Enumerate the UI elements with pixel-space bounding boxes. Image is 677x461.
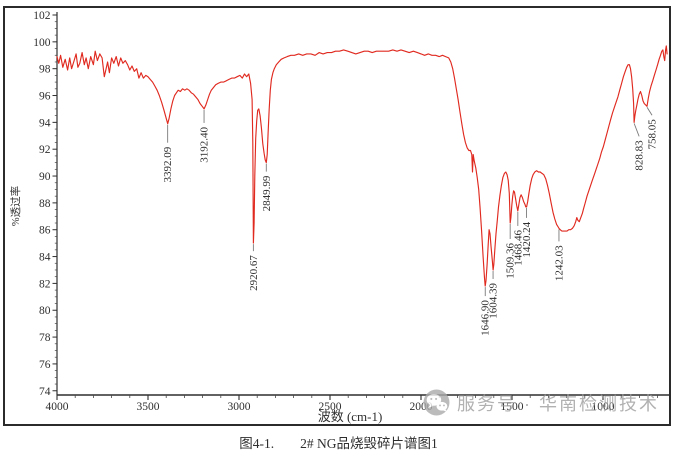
y-tick-label: 98 [39,64,51,76]
x-tick-label: 2500 [319,401,342,413]
figure-frame [3,6,671,426]
peak-label: 3392.09 [162,124,174,182]
figure-caption: 图4-1. 2# NG品烧毁碎片谱图1 [0,432,677,452]
peak-label: 828.83 [633,123,646,171]
y-tick-label: 88 [39,198,51,210]
y-tick-label: 100 [33,37,51,49]
peak-label: 758.05 [646,107,659,150]
y-tick-label: 82 [39,278,51,290]
peak-leader-line [646,107,653,116]
spectrum-curve-group [56,45,668,287]
x-tick-label: 1500 [501,401,524,413]
x-tick-label: 4000 [46,401,69,413]
y-tick-label: 78 [39,332,51,344]
peak-label-text: 758.05 [647,119,659,150]
y-tick-label: 80 [39,305,51,317]
y-tick-label: 76 [39,359,51,371]
y-tick-label: 92 [39,144,51,156]
peak-label-text: 1509.36 [505,243,517,279]
peak-leader-line [633,123,640,137]
peak-label-text: 1468.46 [512,229,524,265]
x-tick-label: 3500 [137,401,160,413]
peak-label-text: 1646.90 [480,300,492,336]
peak-label-text: 3392.09 [162,146,174,182]
y-tick-label: 102 [33,10,51,22]
peak-label-text: 3192.40 [199,126,211,162]
y-tick-label: 90 [39,171,51,183]
peak-label-text: 2849.99 [261,175,273,211]
peak-label: 1509.36 [505,224,517,279]
y-tick-label: 94 [39,117,51,129]
peak-label: 2920.67 [248,244,260,291]
peak-label-text: 828.83 [634,140,646,171]
peak-label-text: 2920.67 [248,255,260,291]
x-tick-label: 2000 [410,401,433,413]
spectrum-curve [56,45,668,287]
peak-label-text: 1604.39 [488,282,500,318]
x-tick-label: 1000 [592,401,615,413]
peak-label: 1646.90 [480,287,492,336]
peak-label: 1604.39 [488,270,500,319]
y-tick-label: 74 [39,386,51,398]
peak-labels-group: 3392.09 3192.40 2920.67 2849.99 1646.901604.… [162,107,659,336]
x-tick-label: 3000 [228,401,251,413]
figure-caption-label: 图4-1. [239,436,275,451]
x-axis-title: 波数 (cm-1) [318,409,383,424]
y-tick-label: 84 [39,252,51,264]
peak-label: 2849.99 [261,163,273,211]
y-tick-label: 96 [39,91,51,103]
y-axis-title: %透过率 [9,186,22,226]
peak-label: 3192.40 [199,109,211,163]
figure-caption-title: 2# NG品烧毁碎片谱图1 [300,436,438,451]
peak-label-text: 1242.03 [553,245,565,281]
peak-label: 1242.03 [553,229,565,281]
y-tick-label: 86 [39,225,51,237]
peak-label: 1468.46 [512,211,524,266]
peak-label: 1420.24 [521,207,533,258]
peak-label-text: 1420.24 [521,221,533,257]
